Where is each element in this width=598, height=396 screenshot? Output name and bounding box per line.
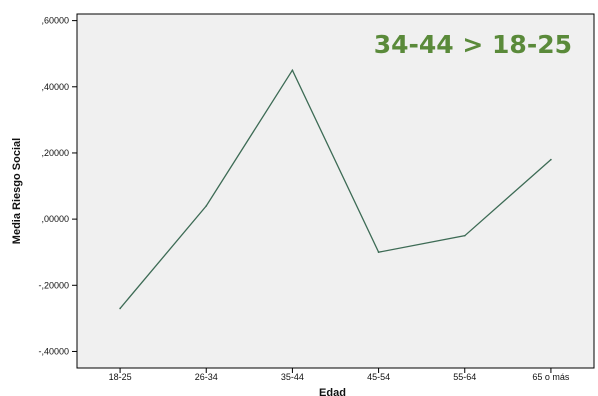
data-point — [205, 205, 208, 207]
x-tick-label: 65 o más — [532, 372, 570, 382]
y-tick-label: -,40000 — [38, 346, 69, 356]
data-point — [377, 251, 380, 254]
series-group — [119, 68, 552, 310]
y-tick-label: -,20000 — [38, 280, 69, 290]
y-tick-label: ,20000 — [41, 148, 69, 158]
series-line — [119, 68, 552, 309]
data-point — [550, 158, 552, 161]
x-axis: 18-25 26-34 35-44 45-54 55-64 65 o más — [109, 368, 570, 382]
data-point — [119, 307, 121, 310]
x-tick-label: 18-25 — [109, 372, 132, 382]
x-tick-label: 35-44 — [281, 372, 304, 382]
plot-area — [76, 13, 595, 369]
x-axis-title: Edad — [319, 387, 346, 396]
x-tick-label: 26-34 — [195, 372, 218, 382]
y-axis: ,60000 ,40000 ,20000 ,00000 -,20000 -,40000 — [38, 16, 77, 356]
data-point — [291, 69, 294, 72]
y-tick-label: ,60000 — [41, 16, 69, 26]
annotation-text: 34-44 > 18-25 — [374, 30, 572, 59]
y-tick-label: ,00000 — [41, 214, 69, 224]
y-tick-label: ,40000 — [41, 82, 69, 92]
y-axis-title: Media Riesgo Social — [11, 138, 23, 244]
x-tick-label: 45-54 — [367, 372, 390, 382]
data-point — [463, 234, 466, 237]
x-tick-label: 55-64 — [453, 372, 476, 382]
